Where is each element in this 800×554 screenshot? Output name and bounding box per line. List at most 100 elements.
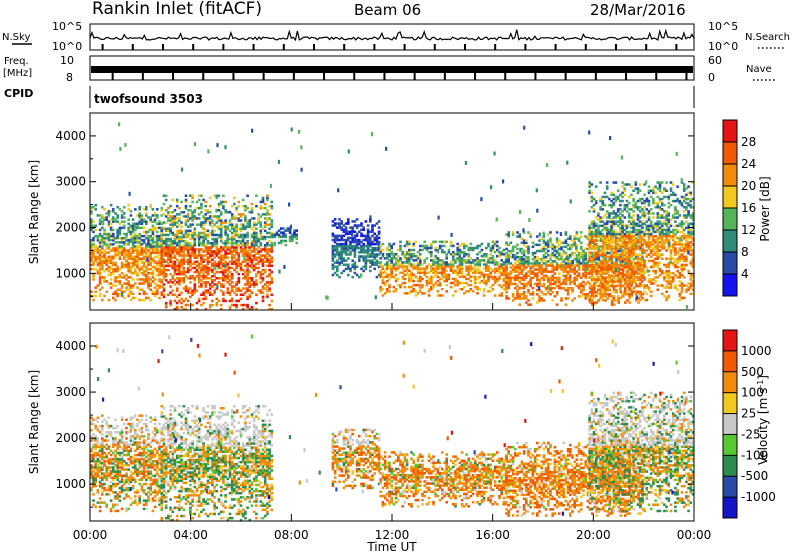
- power-cell: [134, 224, 137, 228]
- power-cell: [610, 206, 613, 209]
- power-cell: [597, 234, 600, 238]
- power-cell: [643, 239, 646, 242]
- power-cell: [516, 288, 519, 292]
- power-cell: [153, 265, 157, 269]
- power-cell: [147, 245, 150, 248]
- power-cell: [610, 295, 614, 298]
- power-cell: [202, 281, 205, 284]
- power-cell: [206, 266, 210, 270]
- power-cell: [614, 232, 618, 236]
- power-cell: [164, 233, 168, 237]
- power-cell: [625, 203, 629, 207]
- power-cell: [204, 204, 208, 208]
- power-cell: [625, 290, 629, 293]
- power-cell: [366, 234, 370, 238]
- power-cell: [471, 246, 475, 250]
- power-cell: [175, 268, 179, 272]
- power-cell: [485, 253, 488, 256]
- power-cell: [182, 281, 186, 284]
- power-cell: [268, 227, 271, 230]
- power-cell: [204, 235, 208, 239]
- power-cell: [171, 244, 175, 247]
- power-cell: [189, 258, 192, 261]
- power-cell: [213, 244, 216, 247]
- power-cell: [92, 230, 95, 234]
- power-cell: [184, 235, 188, 239]
- power-cell: [145, 245, 148, 248]
- power-cell: [577, 274, 581, 277]
- power-cell: [96, 272, 100, 275]
- power-cell: [268, 260, 271, 263]
- power-cell: [261, 297, 265, 301]
- power-cell: [460, 273, 464, 277]
- power-cell: [432, 269, 435, 272]
- power-cell: [193, 262, 197, 266]
- power-cell: [246, 194, 249, 197]
- power-cell: [401, 263, 404, 266]
- power-cell: [610, 218, 613, 221]
- power-cell: [228, 260, 232, 263]
- power-cell: [447, 248, 451, 252]
- power-cell: [518, 293, 521, 296]
- power-cell: [414, 265, 418, 268]
- power-cell: [200, 260, 203, 263]
- power-cell: [575, 258, 579, 261]
- power-cell: [588, 224, 591, 228]
- power-cell: [516, 231, 519, 234]
- power-cell: [213, 242, 216, 245]
- power-cell: [138, 206, 141, 209]
- power-cell: [627, 234, 631, 238]
- power-cell: [261, 295, 265, 299]
- power-cell: [547, 249, 550, 253]
- power-cell: [606, 297, 609, 300]
- power-cell: [200, 231, 203, 235]
- power-cell: [504, 283, 508, 287]
- power-cell: [193, 231, 197, 235]
- power-cell: [109, 232, 113, 236]
- power-cell: [340, 271, 343, 275]
- power-cell: [549, 262, 552, 265]
- power-cell: [219, 258, 223, 261]
- power-cell: [171, 246, 175, 249]
- power-cell: [511, 270, 515, 273]
- power-cell: [414, 267, 418, 270]
- power-cell: [140, 259, 144, 263]
- power-cell: [547, 243, 550, 247]
- power-cell: [105, 245, 108, 248]
- power-cell: [103, 218, 106, 221]
- power-cell: [103, 294, 106, 298]
- power-cell: [246, 235, 249, 239]
- power-cell: [217, 204, 221, 208]
- power-cell: [118, 208, 122, 211]
- power-cell: [273, 243, 276, 247]
- power-cell: [518, 255, 521, 259]
- power-cell: [467, 273, 470, 277]
- power-cell: [250, 283, 254, 286]
- power-cell: [638, 183, 642, 186]
- power-cell: [333, 253, 337, 256]
- power-cell: [369, 218, 372, 221]
- power-cell: [525, 272, 528, 275]
- power-cell: [623, 257, 627, 260]
- power-cell: [608, 203, 611, 207]
- power-cell: [347, 222, 350, 225]
- power-cell: [636, 216, 640, 219]
- power-cell: [246, 268, 249, 272]
- power-cell: [162, 246, 166, 249]
- power-cell: [206, 229, 210, 233]
- power-cell: [98, 272, 102, 275]
- power-cell: [580, 253, 583, 257]
- power-cell: [590, 206, 594, 209]
- power-cell: [204, 275, 208, 278]
- power-cell: [612, 232, 616, 236]
- power-cell: [514, 266, 517, 269]
- power-cell: [421, 267, 424, 270]
- power-cell: [588, 228, 591, 232]
- power-cell: [197, 272, 201, 276]
- power-cell: [261, 277, 265, 280]
- power-cell: [206, 281, 210, 284]
- power-cell: [381, 294, 385, 297]
- power-cell: [604, 286, 607, 290]
- power-cell: [244, 291, 247, 294]
- power-cell: [381, 279, 385, 283]
